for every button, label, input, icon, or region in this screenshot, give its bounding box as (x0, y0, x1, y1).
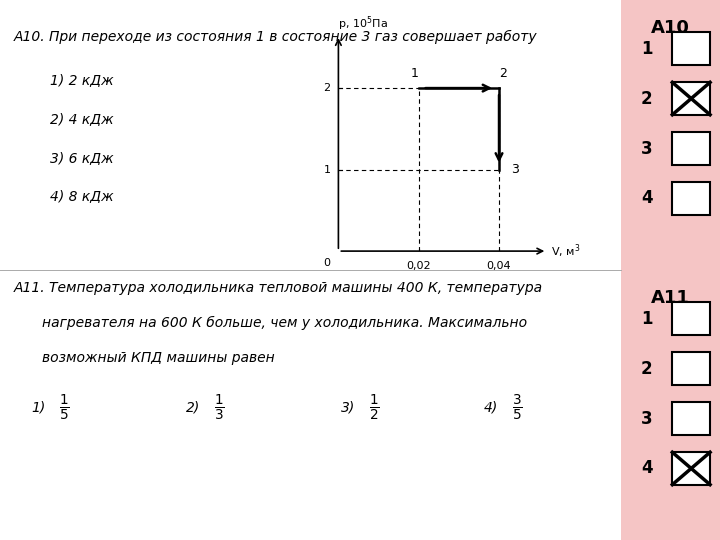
Text: 2: 2 (641, 90, 652, 107)
Bar (672, 352, 710, 384)
Text: 0,04: 0,04 (487, 261, 511, 271)
Text: A11: A11 (651, 289, 690, 307)
Text: 1): 1) (31, 401, 45, 415)
Text: 0,02: 0,02 (406, 261, 431, 271)
Bar (672, 302, 710, 335)
Text: 1: 1 (323, 165, 330, 174)
Text: 2) 4 кДж: 2) 4 кДж (50, 112, 113, 126)
Text: 2: 2 (499, 67, 507, 80)
Text: $\frac{3}{5}$: $\frac{3}{5}$ (512, 393, 523, 423)
Text: $\frac{1}{2}$: $\frac{1}{2}$ (369, 393, 380, 423)
Text: 4: 4 (641, 190, 652, 207)
Text: 3): 3) (341, 401, 356, 415)
Bar (672, 402, 710, 435)
Text: 2: 2 (323, 83, 330, 93)
Text: 4) 8 кДж: 4) 8 кДж (50, 190, 113, 204)
Text: V, м$^3$: V, м$^3$ (552, 242, 580, 260)
Text: возможный КПД машины равен: возможный КПД машины равен (42, 351, 275, 365)
Text: A10. При переходе из состояния 1 в состояние 3 газ совершает работу: A10. При переходе из состояния 1 в состо… (14, 30, 537, 44)
Bar (672, 183, 710, 214)
Text: $\frac{1}{5}$: $\frac{1}{5}$ (59, 393, 70, 423)
Text: 1: 1 (410, 67, 418, 80)
Bar (672, 132, 710, 165)
Text: A10: A10 (651, 19, 690, 37)
Text: 2): 2) (186, 401, 200, 415)
Text: 4): 4) (484, 401, 498, 415)
Text: 0: 0 (323, 258, 330, 268)
Text: 3: 3 (511, 163, 519, 176)
Text: 2: 2 (641, 360, 652, 377)
Text: 1: 1 (641, 309, 652, 328)
Bar (672, 452, 710, 485)
Text: 3: 3 (641, 139, 652, 158)
Text: 4: 4 (641, 460, 652, 477)
Text: 1: 1 (641, 39, 652, 58)
Text: $\frac{1}{3}$: $\frac{1}{3}$ (214, 393, 225, 423)
Text: 1) 2 кДж: 1) 2 кДж (50, 73, 113, 87)
Text: 3) 6 кДж: 3) 6 кДж (50, 151, 113, 165)
Bar (672, 32, 710, 65)
Text: нагревателя на 600 К больше, чем у холодильника. Максимально: нагревателя на 600 К больше, чем у холод… (42, 316, 527, 330)
Text: p, 10$^5$Па: p, 10$^5$Па (338, 14, 388, 32)
Text: 3: 3 (641, 409, 652, 428)
Text: A11. Температура холодильника тепловой машины 400 К, температура: A11. Температура холодильника тепловой м… (14, 281, 543, 295)
Bar (672, 82, 710, 115)
